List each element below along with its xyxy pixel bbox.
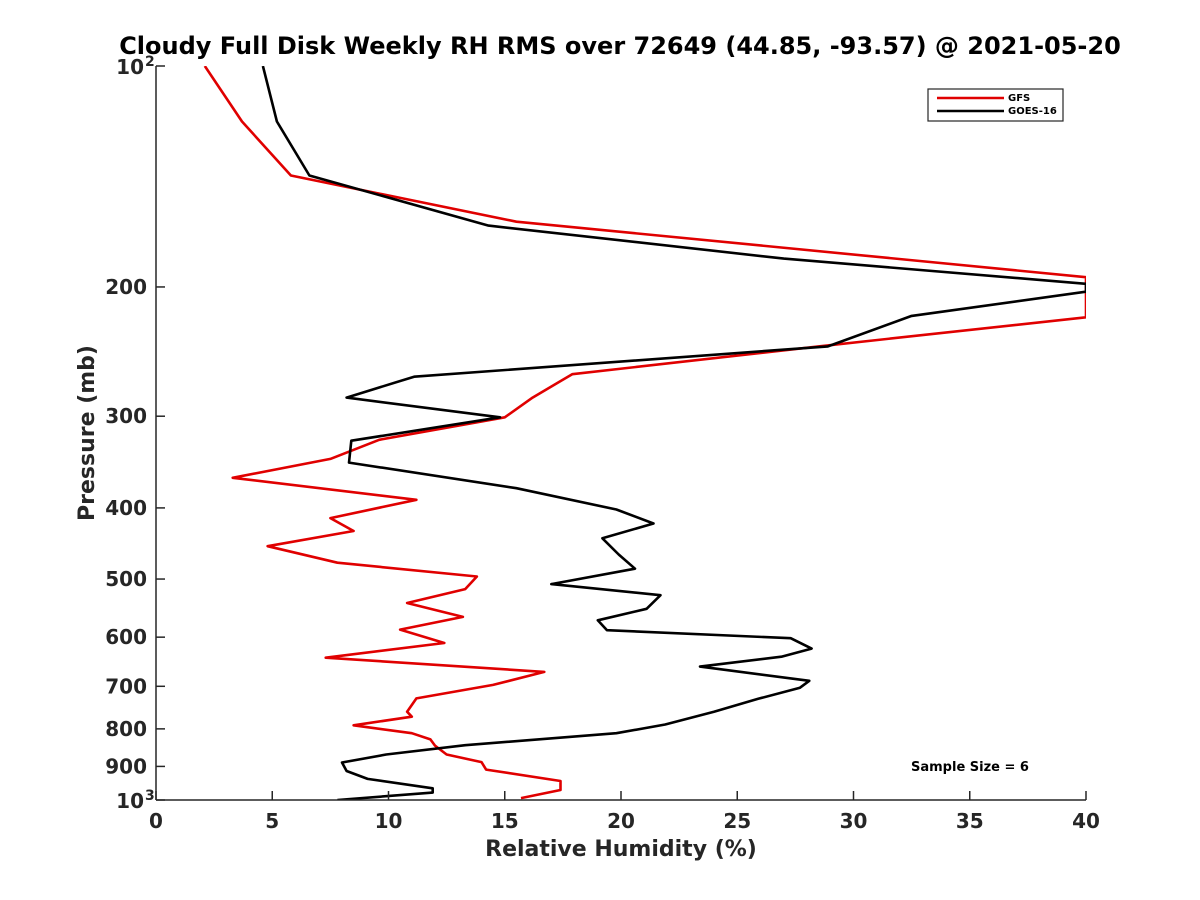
x-tick-label: 30 bbox=[840, 809, 868, 833]
series-line-gfs bbox=[203, 66, 1086, 800]
x-tick-label: 15 bbox=[491, 809, 519, 833]
y-tick-label: 10 bbox=[116, 55, 144, 79]
y-axis-label: Pressure (mb) bbox=[75, 345, 100, 521]
chart-title: Cloudy Full Disk Weekly RH RMS over 7264… bbox=[119, 32, 1121, 60]
y-tick-label-exponent: 3 bbox=[145, 788, 155, 804]
x-tick-label: 20 bbox=[607, 809, 635, 833]
legend-label-goes16: GOES-16 bbox=[1008, 106, 1057, 117]
legend-box bbox=[927, 88, 1064, 122]
plot-background bbox=[156, 66, 1086, 800]
y-tick-label: 900 bbox=[105, 754, 147, 778]
y-tick-label: 500 bbox=[105, 567, 147, 591]
x-axis-label: Relative Humidity (%) bbox=[485, 837, 757, 862]
x-tick-label: 0 bbox=[149, 809, 163, 833]
y-tick-label: 10 bbox=[116, 789, 144, 813]
y-tick-label: 400 bbox=[105, 496, 147, 520]
x-tick-label: 5 bbox=[265, 809, 279, 833]
y-tick-label: 700 bbox=[105, 674, 147, 698]
x-tick-label: 40 bbox=[1072, 809, 1100, 833]
y-tick-label-exponent: 2 bbox=[145, 54, 155, 70]
legend: GFS GOES-16 bbox=[927, 88, 1064, 122]
legend-label-gfs: GFS bbox=[1008, 93, 1030, 104]
series-layer bbox=[203, 66, 1086, 800]
y-tick-label: 300 bbox=[105, 404, 147, 428]
plot-area bbox=[156, 66, 1086, 800]
y-tick-label: 800 bbox=[105, 717, 147, 741]
x-tick-label: 35 bbox=[956, 809, 984, 833]
x-tick-label: 10 bbox=[375, 809, 403, 833]
x-tick-label: 25 bbox=[723, 809, 751, 833]
y-tick-label: 200 bbox=[105, 275, 147, 299]
sample-size-annotation: Sample Size = 6 bbox=[911, 760, 1029, 775]
series-line-goes16 bbox=[261, 66, 1086, 800]
y-tick-label: 600 bbox=[105, 625, 147, 649]
